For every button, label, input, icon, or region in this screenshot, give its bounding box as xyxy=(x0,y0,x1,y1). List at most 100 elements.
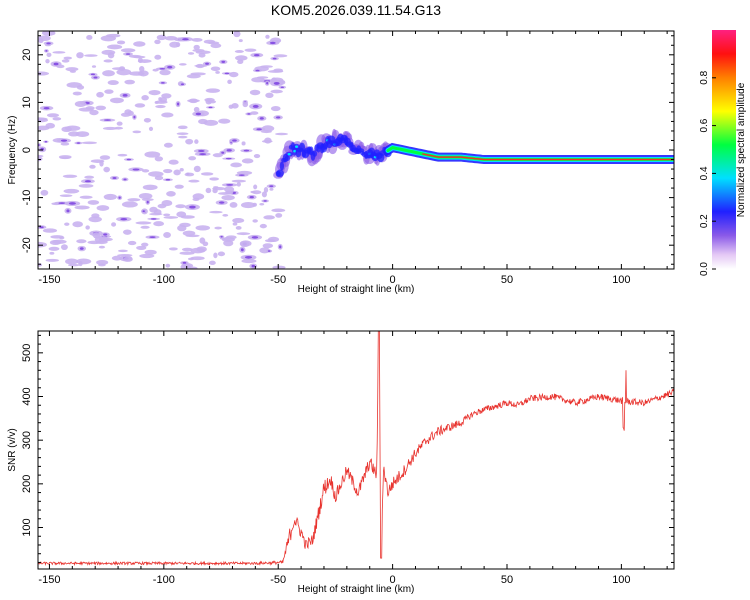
noise-blob xyxy=(102,126,118,130)
noise-blob xyxy=(176,211,187,218)
noise-blob xyxy=(111,255,123,261)
noise-blob xyxy=(193,44,200,50)
noise-blob xyxy=(166,190,176,197)
noise-blob xyxy=(209,177,219,181)
noise-blob xyxy=(111,67,125,70)
x-tick-label: -150 xyxy=(38,574,60,586)
noise-blob-core xyxy=(197,149,205,153)
noise-blob xyxy=(52,117,62,121)
noise-blob xyxy=(132,130,142,134)
noise-blob xyxy=(99,155,111,160)
snr-series-line xyxy=(38,331,674,567)
noise-blob xyxy=(154,101,159,104)
noise-blob xyxy=(249,89,261,96)
noise-blob xyxy=(76,239,87,244)
noise-blob xyxy=(76,258,92,265)
noise-blob xyxy=(205,187,212,194)
noise-blob xyxy=(159,69,171,76)
noise-blob xyxy=(136,245,147,250)
noise-blob-core xyxy=(167,65,173,69)
noise-blob xyxy=(116,68,132,76)
noise-blob xyxy=(203,119,219,126)
track-hotspot xyxy=(295,145,299,148)
noise-blob xyxy=(88,216,102,223)
y-tick-label: 20 xyxy=(21,49,33,61)
noise-blob xyxy=(63,56,73,60)
noise-blob xyxy=(99,160,104,167)
track-segment xyxy=(298,142,306,152)
noise-blob xyxy=(79,195,93,199)
noise-blob-core xyxy=(238,174,245,176)
noise-blob xyxy=(84,54,98,57)
noise-blob xyxy=(237,59,244,65)
noise-blob xyxy=(240,202,256,209)
noise-blob-core xyxy=(232,139,237,142)
noise-blob xyxy=(213,252,218,259)
x-tick-label: 50 xyxy=(501,574,513,586)
noise-blob xyxy=(223,239,234,247)
noise-blob xyxy=(205,88,221,93)
noise-blob xyxy=(194,139,199,144)
noise-blob xyxy=(177,224,187,232)
noise-blob xyxy=(173,169,181,176)
noise-blob-core xyxy=(247,113,251,115)
x-tick-label: -100 xyxy=(153,274,175,286)
noise-blob-core xyxy=(182,38,189,41)
noise-blob xyxy=(190,247,206,254)
y-tick-label: 100 xyxy=(21,518,33,536)
colorbar-tick-label: 0.0 xyxy=(699,262,710,276)
noise-blob xyxy=(76,85,85,90)
colorbar-label: Normalized spectral amplitude xyxy=(736,82,747,217)
noise-blob-core xyxy=(224,72,230,75)
noise-blob-core xyxy=(39,226,44,229)
noise-blob xyxy=(250,111,259,115)
track-segment xyxy=(284,155,290,162)
noise-blob xyxy=(253,153,261,159)
noise-blob xyxy=(133,41,146,47)
noise-blob xyxy=(270,89,283,94)
noise-blob xyxy=(106,33,121,38)
noise-blob xyxy=(154,54,162,60)
noise-blob xyxy=(45,122,56,129)
noise-blob xyxy=(121,201,138,208)
noise-blob xyxy=(264,239,276,243)
noise-blob-core xyxy=(253,54,260,57)
noise-blob-core xyxy=(142,210,145,213)
snr-y-label: SNR (v/v) xyxy=(7,428,18,471)
noise-blob xyxy=(259,223,267,229)
noise-blob xyxy=(111,222,117,227)
noise-blob xyxy=(64,222,70,226)
figure-title: KOM5.2026.039.11.54.G13 xyxy=(271,2,441,18)
noise-blob xyxy=(65,67,79,72)
noise-blob-core xyxy=(58,202,66,204)
noise-blob xyxy=(270,105,281,112)
noise-blob xyxy=(122,256,133,262)
noise-blob-core xyxy=(93,76,98,79)
noise-blob xyxy=(228,104,234,109)
noise-blob-core xyxy=(132,168,140,171)
noise-blob xyxy=(239,240,252,247)
noise-blob xyxy=(38,241,47,248)
noise-blob xyxy=(72,91,82,96)
noise-blob xyxy=(168,159,179,165)
noise-blob xyxy=(212,188,218,194)
noise-blob xyxy=(188,179,200,183)
noise-blob xyxy=(139,65,145,73)
noise-blob-core xyxy=(176,102,180,106)
noise-blob xyxy=(142,184,158,191)
noise-blob xyxy=(38,35,51,42)
noise-blob xyxy=(134,103,146,108)
noise-blob-core xyxy=(84,180,92,183)
noise-blob xyxy=(122,229,132,235)
noise-blob xyxy=(233,31,241,38)
noise-blob xyxy=(275,213,283,218)
x-tick-label: 100 xyxy=(612,274,630,286)
noise-blob-core xyxy=(226,183,234,186)
noise-blob xyxy=(213,186,219,189)
noise-blob xyxy=(188,156,197,161)
noise-blob-core xyxy=(251,264,256,268)
noise-blob xyxy=(217,251,226,257)
noise-blob xyxy=(188,98,199,104)
noise-blob xyxy=(144,151,161,158)
